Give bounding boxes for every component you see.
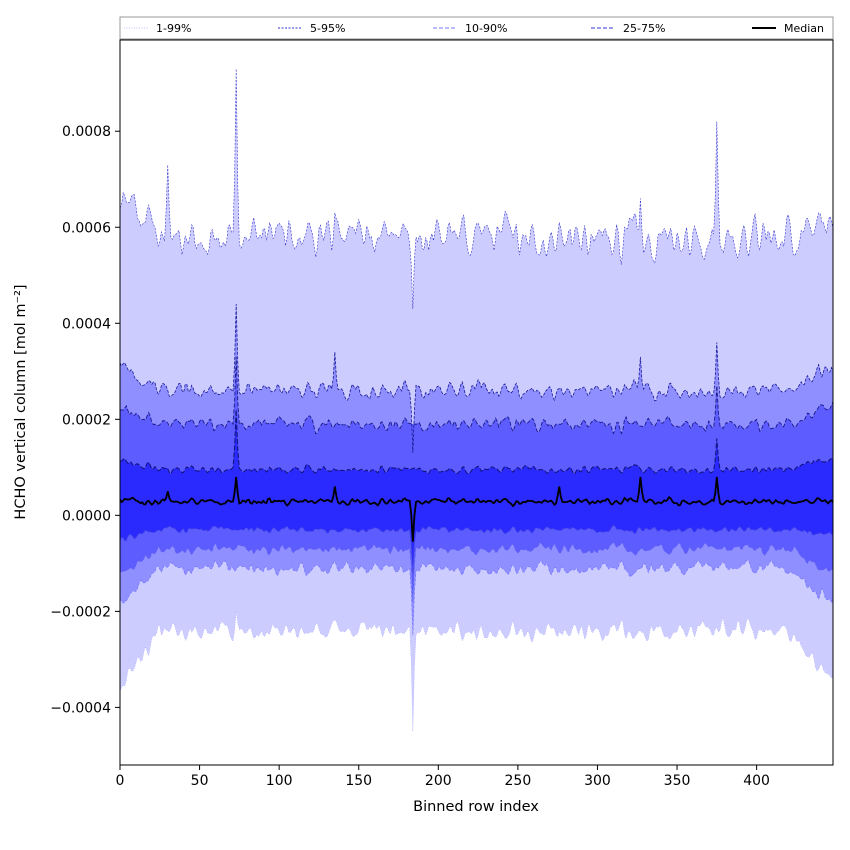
plot-frame	[119, 39, 834, 766]
line-p99	[120, 68, 833, 309]
y-tick-label: 0.0006	[62, 220, 111, 236]
y-tick-label: 0.0008	[62, 124, 111, 140]
x-tick-label: 300	[584, 773, 611, 789]
y-axis: −0.0004 −0.0002 0.0000 0.0002 0.0004 0.0006 0.…	[50, 124, 120, 716]
x-tick-label: 100	[266, 773, 293, 789]
line-p10	[120, 541, 833, 602]
x-tick-label: 350	[664, 773, 691, 789]
y-tick-label: −0.0004	[50, 700, 111, 716]
percentile-bands	[120, 68, 833, 732]
y-axis-label: HCHO vertical column [mol m⁻²]	[13, 284, 29, 519]
legend-item: 10-90%	[433, 22, 507, 35]
x-tick-label: 400	[743, 773, 770, 789]
percentile-lines	[120, 68, 833, 732]
legend-item: 5-95%	[278, 22, 345, 35]
legend-item: Median	[752, 22, 824, 35]
legend-label: 10-90%	[465, 22, 507, 35]
line-p5	[120, 559, 833, 636]
x-tick-label: 150	[345, 773, 372, 789]
y-tick-label: 0.0002	[62, 412, 111, 428]
legend-frame	[119, 16, 834, 40]
line-median	[120, 476, 833, 542]
band-25-75	[120, 409, 833, 573]
x-tick-label: 200	[425, 773, 452, 789]
line-p1	[120, 611, 833, 732]
legend-item: 25-75%	[591, 22, 665, 35]
y-tick-label: −0.0002	[50, 604, 111, 620]
legend: 1-99% 5-95% 10-90% 25-75% Median	[119, 16, 834, 40]
x-tick-label: 0	[116, 773, 125, 789]
legend-label: 1-99%	[156, 22, 191, 35]
y-tick-label: 0.0004	[62, 316, 111, 332]
line-p90	[120, 356, 833, 435]
line-p95	[120, 304, 833, 453]
line-p75	[120, 409, 833, 475]
x-axis-label: Binned row index	[413, 799, 539, 815]
x-tick-label: 250	[505, 773, 532, 789]
x-tick-label: 50	[191, 773, 209, 789]
y-tick-label: 0.0000	[62, 508, 111, 524]
legend-label: Median	[784, 22, 824, 35]
legend-label: 5-95%	[310, 22, 345, 35]
legend-item: 1-99%	[124, 22, 191, 35]
line-p25	[120, 524, 833, 573]
legend-label: 25-75%	[623, 22, 665, 35]
x-axis: 0 50 100 150 200 250 300 350 400	[116, 765, 770, 789]
